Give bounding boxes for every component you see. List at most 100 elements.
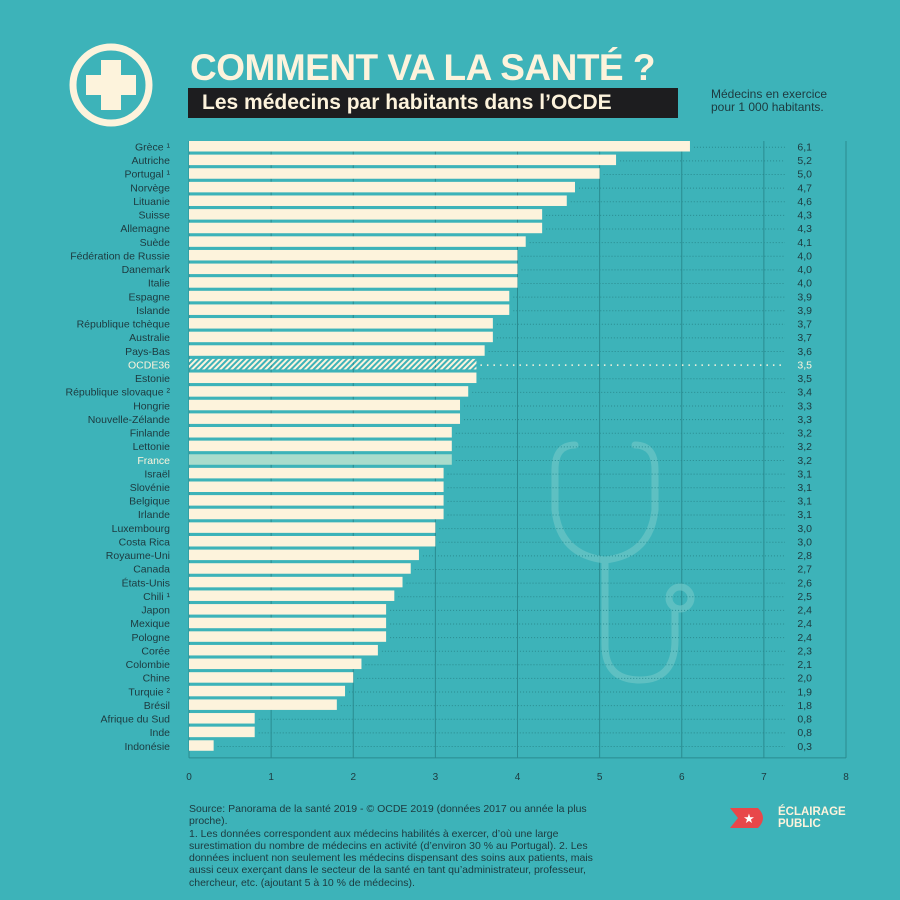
category-label: Suisse	[138, 210, 170, 222]
category-label: Japon	[141, 605, 170, 617]
bar	[189, 726, 255, 738]
unit-line-2: pour 1 000 habitants.	[711, 100, 824, 114]
bar	[189, 209, 543, 220]
category-label: Israël	[144, 468, 170, 480]
bar	[189, 236, 526, 247]
brand-line-1: ÉCLAIRAGE	[778, 806, 846, 818]
value-label: 3,1	[797, 468, 812, 480]
value-label: 4,7	[797, 182, 812, 194]
bar	[189, 685, 346, 697]
category-label: Luxembourg	[112, 523, 171, 535]
x-tick-label: 7	[761, 772, 767, 783]
category-label: Indonésie	[124, 741, 170, 753]
value-label: 1,9	[797, 686, 812, 698]
bar	[189, 141, 690, 152]
value-label: 2,7	[797, 564, 812, 576]
category-label: Hongrie	[133, 400, 170, 412]
x-tick-label: 1	[268, 772, 274, 783]
bar	[189, 386, 469, 397]
brand-line-2: PUBLIC	[778, 818, 821, 830]
bar	[189, 740, 214, 751]
x-tick-label: 6	[679, 772, 685, 783]
unit-line-1: Médecins en exercice	[711, 87, 828, 101]
source-line: Source: Panorama de la santé 2019 - © OC…	[189, 803, 587, 828]
bar	[189, 440, 452, 452]
category-label: Mexique	[130, 618, 170, 630]
category-label: Finlande	[130, 428, 170, 440]
value-label: 1,8	[797, 700, 812, 712]
value-label: 5,2	[797, 155, 812, 167]
value-label: 3,2	[797, 455, 812, 467]
category-label: Nouvelle-Zélande	[88, 414, 170, 426]
bar	[189, 481, 444, 492]
value-label: 6,1	[797, 142, 812, 154]
source-footnote: Source: Panorama de la santé 2019 - © OC…	[189, 803, 619, 889]
category-label: Chine	[143, 673, 171, 685]
bar	[189, 427, 452, 438]
value-label: 2,5	[797, 591, 812, 603]
subtitle: Les médecins par habitants dans l’OCDE	[188, 88, 678, 118]
category-label: Costa Rica	[119, 536, 171, 548]
bar	[189, 495, 444, 506]
category-label: Islande	[136, 305, 170, 317]
category-label: Espagne	[129, 291, 171, 303]
category-label: Suède	[140, 237, 171, 249]
bar	[189, 318, 493, 329]
value-label: 0,8	[797, 727, 812, 739]
bar	[189, 522, 436, 533]
category-label: Estonie	[135, 373, 170, 385]
value-label: 2,6	[797, 577, 812, 589]
category-label: Pays-Bas	[125, 346, 170, 358]
value-label: 3,6	[797, 346, 812, 358]
value-label: 4,0	[797, 278, 812, 290]
value-label: 3,3	[797, 414, 812, 426]
value-label: 2,8	[797, 550, 812, 562]
category-label: Slovénie	[130, 482, 170, 494]
bar	[189, 508, 444, 520]
category-label: Lettonie	[133, 441, 171, 453]
category-label: Lituanie	[133, 196, 170, 208]
brand-logo: ★ ÉCLAIRAGE PUBLIC	[730, 806, 846, 830]
value-label: 3,5	[797, 373, 812, 385]
category-label: Canada	[133, 564, 170, 576]
value-label: 2,3	[797, 645, 812, 657]
category-label: Australie	[129, 332, 170, 344]
category-label: Colombie	[126, 659, 171, 671]
category-label: France	[137, 455, 170, 467]
bar	[189, 331, 493, 343]
x-tick-label: 5	[597, 772, 603, 783]
bar	[189, 413, 461, 424]
category-label: Royaume-Uni	[106, 550, 170, 562]
bar	[189, 467, 444, 479]
x-tick-label: 0	[186, 772, 192, 783]
bar	[189, 358, 477, 370]
category-label: Turquie ²	[128, 686, 170, 698]
value-label: 4,3	[797, 210, 812, 222]
bar	[189, 290, 510, 302]
bar	[189, 672, 354, 683]
category-label: Irlande	[138, 509, 170, 521]
category-label: OCDE36	[128, 359, 170, 371]
category-label: Afrique du Sud	[101, 714, 171, 726]
bar	[189, 576, 403, 588]
svg-text:★: ★	[743, 811, 755, 826]
x-tick-label: 8	[843, 772, 849, 783]
bar	[189, 195, 567, 206]
category-label: République tchèque	[77, 319, 171, 331]
value-label: 3,2	[797, 428, 812, 440]
unit-note: Médecins en exercice pour 1 000 habitant…	[711, 88, 827, 114]
bar	[189, 181, 575, 193]
bar	[189, 590, 395, 601]
bar	[189, 154, 617, 166]
x-tick-label: 3	[433, 772, 439, 783]
bar	[189, 345, 485, 356]
bar	[189, 168, 600, 179]
value-label: 3,5	[797, 359, 812, 371]
value-label: 3,7	[797, 319, 812, 331]
x-tick-label: 2	[350, 772, 356, 783]
value-label: 2,0	[797, 673, 812, 685]
bar	[189, 304, 510, 315]
category-label: Pologne	[131, 632, 170, 644]
category-label: République slovaque ²	[66, 387, 171, 399]
